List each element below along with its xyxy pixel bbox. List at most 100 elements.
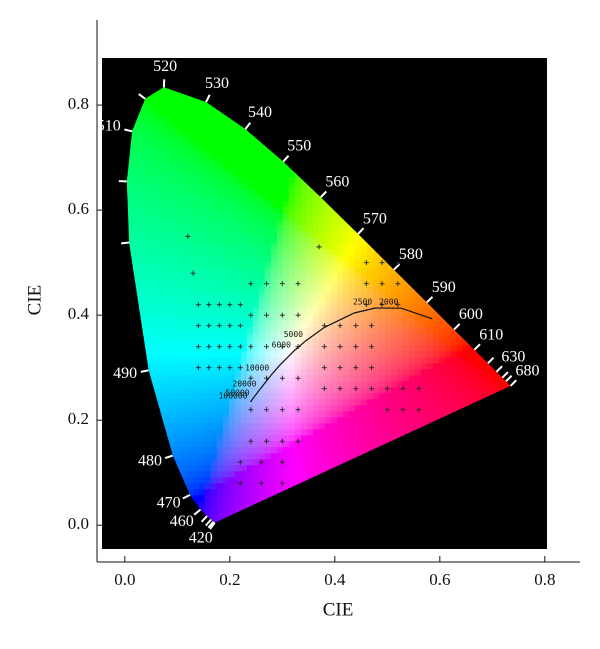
chromaticity-cell	[426, 381, 434, 388]
chromaticity-cell	[162, 159, 170, 166]
wavelength-tick	[209, 521, 216, 530]
chromaticity-cell	[210, 303, 218, 310]
chromaticity-cell	[126, 147, 134, 154]
chromaticity-cell	[276, 309, 284, 316]
chromaticity-cell	[414, 417, 422, 424]
chromaticity-cell	[180, 111, 188, 118]
chromaticity-cell	[192, 189, 200, 196]
chromaticity-cell	[216, 291, 224, 298]
chromaticity-cell	[420, 345, 428, 352]
chromaticity-cell	[138, 267, 146, 274]
chromaticity-cell	[336, 351, 344, 358]
chromaticity-cell	[360, 447, 368, 454]
chromaticity-cell	[240, 243, 248, 250]
chromaticity-cell	[438, 345, 446, 352]
chromaticity-cell	[234, 147, 242, 154]
chromaticity-cell	[234, 465, 242, 472]
chromaticity-cell	[204, 291, 212, 298]
chromaticity-cell	[402, 345, 410, 352]
chromaticity-cell	[210, 207, 218, 214]
chromaticity-cell	[198, 465, 206, 472]
chromaticity-cell	[312, 303, 320, 310]
chromaticity-cell	[210, 213, 218, 220]
chromaticity-cell	[270, 303, 278, 310]
chromaticity-cell	[444, 399, 452, 406]
chromaticity-cell	[348, 327, 356, 334]
chromaticity-cell	[468, 351, 476, 358]
chromaticity-cell	[474, 363, 482, 370]
chromaticity-cell	[186, 363, 194, 370]
chromaticity-cell	[228, 153, 236, 160]
chromaticity-cell	[300, 279, 308, 286]
chromaticity-cell	[156, 105, 164, 112]
chromaticity-cell	[246, 345, 254, 352]
chromaticity-cell	[270, 231, 278, 238]
chromaticity-cell	[294, 429, 302, 436]
chromaticity-cell	[276, 231, 284, 238]
chromaticity-cell	[264, 357, 272, 364]
chromaticity-cell	[444, 393, 452, 400]
chromaticity-cell	[300, 477, 308, 484]
chromaticity-cell	[234, 429, 242, 436]
chromaticity-cell	[270, 315, 278, 322]
chromaticity-cell	[174, 135, 182, 142]
chromaticity-cell	[336, 243, 344, 250]
chromaticity-cell	[330, 339, 338, 346]
chromaticity-cell	[282, 399, 290, 406]
chromaticity-cell	[342, 393, 350, 400]
chromaticity-cell	[306, 399, 314, 406]
chromaticity-cell	[300, 321, 308, 328]
chromaticity-cell	[186, 285, 194, 292]
chromaticity-cell	[192, 309, 200, 316]
chromaticity-cell	[216, 147, 224, 154]
chromaticity-cell	[276, 393, 284, 400]
chromaticity-cell	[306, 429, 314, 436]
chromaticity-cell	[162, 423, 170, 430]
chromaticity-cell	[222, 399, 230, 406]
chromaticity-cell	[150, 285, 158, 292]
chromaticity-cell	[258, 177, 266, 184]
chromaticity-cell	[138, 195, 146, 202]
chromaticity-cell	[270, 189, 278, 196]
chromaticity-cell	[294, 417, 302, 424]
chromaticity-cell	[156, 285, 164, 292]
chromaticity-cell	[240, 153, 248, 160]
chromaticity-cell	[204, 195, 212, 202]
chromaticity-cell	[342, 309, 350, 316]
chromaticity-cell	[264, 273, 272, 280]
chromaticity-cell	[210, 309, 218, 316]
chromaticity-cell	[420, 315, 428, 322]
chromaticity-cell	[300, 387, 308, 394]
chromaticity-cell	[300, 429, 308, 436]
chromaticity-cell	[444, 321, 452, 328]
chromaticity-cell	[156, 177, 164, 184]
chromaticity-cell	[222, 357, 230, 364]
chromaticity-cell	[252, 195, 260, 202]
chromaticity-cell	[192, 393, 200, 400]
chromaticity-cell	[390, 351, 398, 358]
chromaticity-cell	[162, 381, 170, 388]
chromaticity-cell	[192, 465, 200, 472]
chromaticity-cell	[192, 105, 200, 112]
chromaticity-cell	[180, 153, 188, 160]
chromaticity-cell	[246, 441, 254, 448]
chromaticity-cell	[192, 165, 200, 172]
chromaticity-cell	[300, 351, 308, 358]
chromaticity-cell	[186, 465, 194, 472]
chromaticity-cell	[192, 207, 200, 214]
chromaticity-cell	[222, 147, 230, 154]
chromaticity-cell	[198, 111, 206, 118]
chromaticity-cell	[420, 297, 428, 304]
chromaticity-cell	[168, 357, 176, 364]
chromaticity-cell	[456, 357, 464, 364]
chromaticity-cell	[396, 327, 404, 334]
chromaticity-cell	[246, 357, 254, 364]
chromaticity-cell	[378, 393, 386, 400]
chromaticity-cell	[324, 351, 332, 358]
chromaticity-cell	[198, 243, 206, 250]
chromaticity-cell	[492, 381, 500, 388]
chromaticity-cell	[222, 129, 230, 136]
chromaticity-cell	[414, 309, 422, 316]
chromaticity-cell	[234, 363, 242, 370]
